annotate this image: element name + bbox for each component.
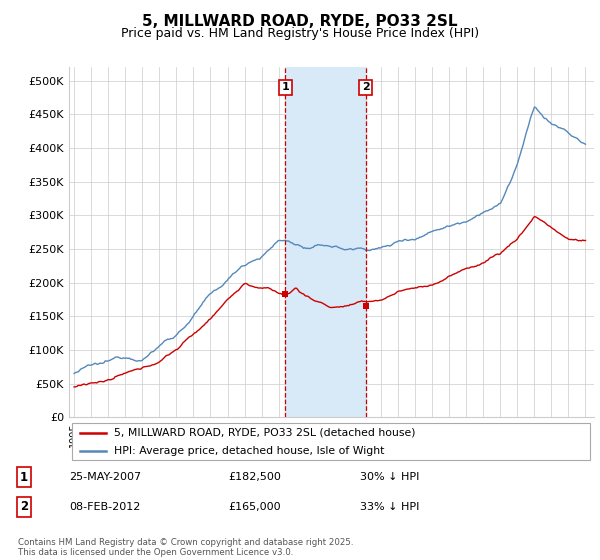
Text: 25-MAY-2007: 25-MAY-2007 <box>69 472 141 482</box>
Text: 1: 1 <box>281 82 289 92</box>
Text: £165,000: £165,000 <box>228 502 281 512</box>
FancyBboxPatch shape <box>71 423 590 460</box>
Text: 5, MILLWARD ROAD, RYDE, PO33 2SL (detached house): 5, MILLWARD ROAD, RYDE, PO33 2SL (detach… <box>113 428 415 437</box>
Text: 2: 2 <box>362 82 370 92</box>
Bar <box>286 67 365 417</box>
Text: 08-FEB-2012: 08-FEB-2012 <box>69 502 140 512</box>
Text: Contains HM Land Registry data © Crown copyright and database right 2025.
This d: Contains HM Land Registry data © Crown c… <box>18 538 353 557</box>
Text: 30% ↓ HPI: 30% ↓ HPI <box>360 472 419 482</box>
Text: Price paid vs. HM Land Registry's House Price Index (HPI): Price paid vs. HM Land Registry's House … <box>121 27 479 40</box>
Text: HPI: Average price, detached house, Isle of Wight: HPI: Average price, detached house, Isle… <box>113 446 384 456</box>
Text: 33% ↓ HPI: 33% ↓ HPI <box>360 502 419 512</box>
Text: £182,500: £182,500 <box>228 472 281 482</box>
Text: 5, MILLWARD ROAD, RYDE, PO33 2SL: 5, MILLWARD ROAD, RYDE, PO33 2SL <box>142 14 458 29</box>
Text: 1: 1 <box>20 470 28 484</box>
Text: 2: 2 <box>20 500 28 514</box>
